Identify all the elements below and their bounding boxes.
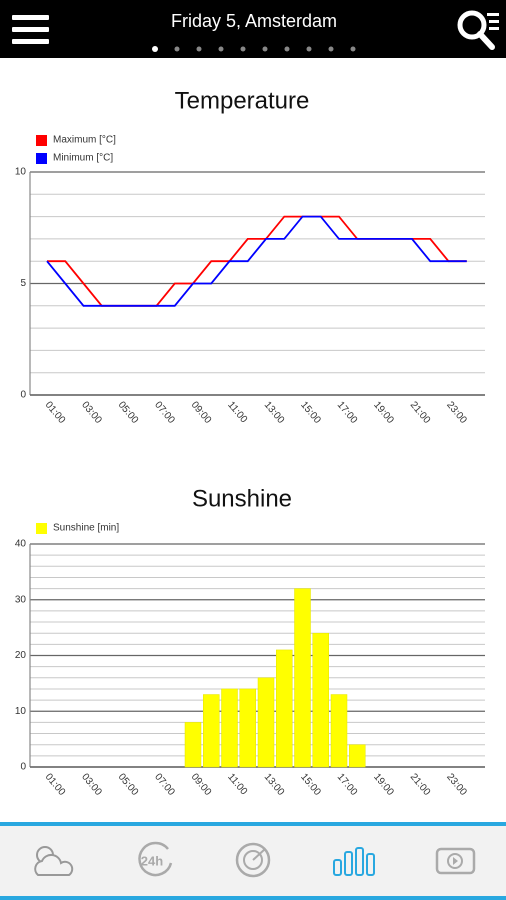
bar <box>221 688 238 768</box>
chart-title: Temperature <box>175 87 310 114</box>
page-dot <box>196 46 202 52</box>
x-tick-label: 09:00 <box>189 400 214 427</box>
nav-top-line <box>0 822 506 826</box>
x-tick-label: 23:00 <box>444 772 469 799</box>
y-tick-label: 5 <box>20 278 26 289</box>
bar <box>312 632 329 768</box>
x-tick-label: 03:00 <box>79 400 104 427</box>
chart-icon-bar <box>366 853 375 876</box>
page-dot <box>240 46 246 52</box>
bar <box>239 688 256 768</box>
search-button[interactable] <box>457 10 499 50</box>
x-tick-label: 13:00 <box>262 772 287 799</box>
x-tick-label: 07:00 <box>152 400 177 427</box>
x-tick-label: 01:00 <box>43 400 68 427</box>
header-title: Friday 5, Amsterdam <box>171 11 337 31</box>
x-tick-label: 09:00 <box>189 772 214 799</box>
nav-24h[interactable]: 24h <box>138 841 173 877</box>
x-tick-label: 23:00 <box>444 400 469 427</box>
page-dot <box>218 46 224 52</box>
video-frame <box>435 847 476 875</box>
x-tick-label: 17:00 <box>335 772 360 799</box>
x-tick-label: 05:00 <box>116 400 141 427</box>
y-tick-label: 40 <box>15 539 27 550</box>
data-line <box>46 215 467 307</box>
y-tick-label: 0 <box>20 762 26 773</box>
page-dot <box>328 46 334 52</box>
x-tick-label: 03:00 <box>79 772 104 799</box>
menu-button[interactable] <box>12 15 49 44</box>
legend-swatch <box>36 135 47 146</box>
bar <box>330 694 348 768</box>
x-tick-label: 11:00 <box>225 772 249 798</box>
page-dot-active <box>152 46 158 52</box>
nav-label: 24h <box>141 853 163 868</box>
bar <box>184 722 202 768</box>
bar <box>276 649 293 768</box>
x-tick-label: 19:00 <box>371 772 396 799</box>
x-tick-label: 11:00 <box>225 400 249 426</box>
radar-ring <box>235 842 271 878</box>
charts: Temperature Maximum [°C] Minimum [°C] 0 5 10 0… <box>15 87 485 798</box>
bar <box>294 588 311 768</box>
clock-arc <box>138 841 173 877</box>
page-dot <box>174 46 180 52</box>
nav-weather[interactable] <box>34 846 74 876</box>
chart-title: Sunshine <box>192 485 292 512</box>
x-tick-label: 15:00 <box>298 400 323 427</box>
chart-icon-bar <box>344 851 353 876</box>
radar-sweep <box>252 848 266 861</box>
chart-icon-bar <box>333 859 342 876</box>
bar <box>349 744 366 768</box>
search-line <box>489 27 499 30</box>
nav-video[interactable] <box>435 847 476 875</box>
page-dots[interactable] <box>152 46 356 52</box>
search-lens <box>457 10 487 40</box>
y-tick-label: 30 <box>15 594 27 605</box>
y-tick-label: 0 <box>20 390 26 401</box>
x-tick-label: 19:00 <box>371 400 396 427</box>
page-dot <box>350 46 356 52</box>
legend-label: Maximum [°C] <box>53 135 116 146</box>
search-handle <box>477 31 495 50</box>
x-tick-label: 01:00 <box>43 772 68 799</box>
x-tick-label: 17:00 <box>335 400 360 427</box>
x-tick-label: 07:00 <box>152 772 177 799</box>
x-tick-label: 05:00 <box>116 772 141 799</box>
menu-line <box>12 27 49 32</box>
y-tick-label: 20 <box>15 650 27 661</box>
x-tick-label: 21:00 <box>408 772 433 799</box>
legend-label: Minimum [°C] <box>53 153 113 164</box>
x-tick-label: 13:00 <box>262 400 287 427</box>
y-tick-label: 10 <box>15 706 27 717</box>
x-tick-label: 21:00 <box>408 400 433 427</box>
nav-bottom-line <box>0 896 506 900</box>
cloud-icon <box>34 853 74 876</box>
video-play <box>453 857 458 865</box>
nav-charts[interactable] <box>333 847 375 876</box>
chart-icon-bar <box>355 847 364 876</box>
x-tick-label: 15:00 <box>298 772 323 799</box>
video-circle <box>447 853 463 869</box>
search-line <box>487 13 499 16</box>
nav-radar[interactable] <box>235 842 271 878</box>
search-line <box>489 20 499 23</box>
menu-line <box>12 39 49 44</box>
page-dot <box>306 46 312 52</box>
bar <box>203 694 220 768</box>
page-dot <box>262 46 268 52</box>
legend-label: Sunshine [min] <box>53 523 119 534</box>
y-tick-label: 10 <box>15 167 27 178</box>
bar <box>257 677 275 768</box>
legend-swatch <box>36 523 47 534</box>
menu-line <box>12 15 49 20</box>
legend-swatch <box>36 153 47 164</box>
nav-bar <box>0 822 506 900</box>
radar-ring <box>243 850 263 870</box>
page-dot <box>284 46 290 52</box>
header-bar <box>0 0 506 58</box>
